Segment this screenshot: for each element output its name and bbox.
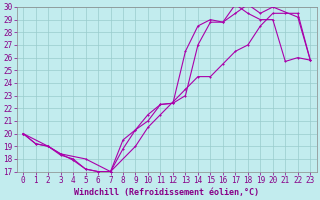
X-axis label: Windchill (Refroidissement éolien,°C): Windchill (Refroidissement éolien,°C) bbox=[74, 188, 259, 197]
